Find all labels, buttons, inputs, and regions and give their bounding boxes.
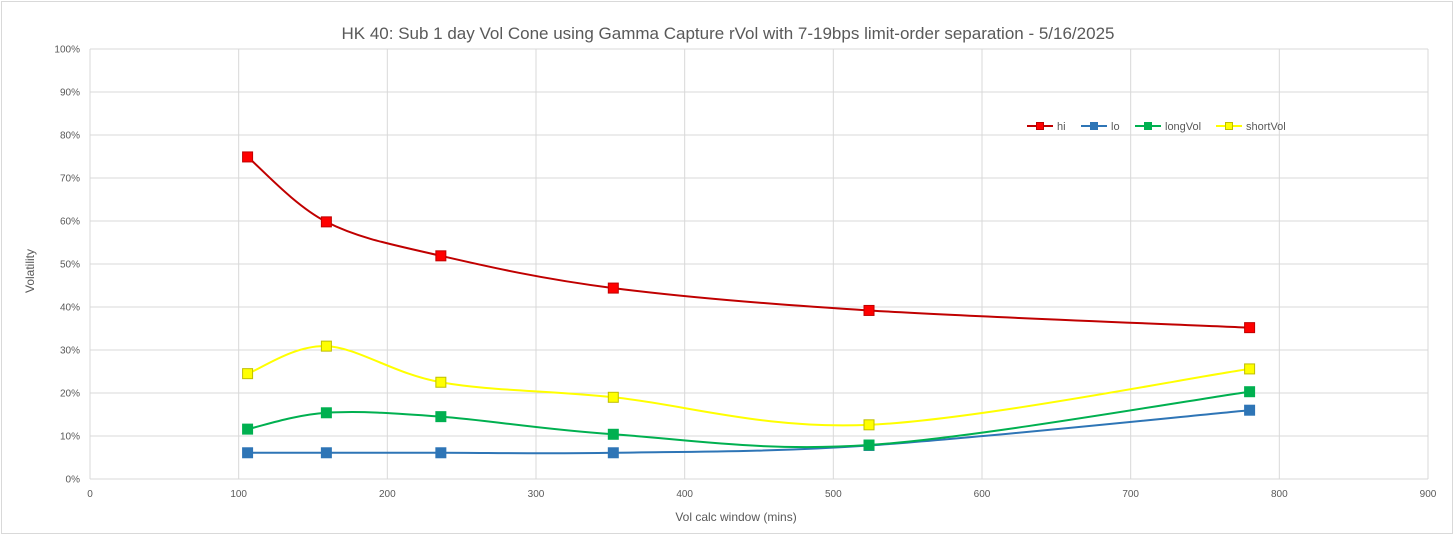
data-point-hi <box>1244 322 1256 334</box>
data-point-shortVol <box>242 368 254 380</box>
y-axis-title: Volatility <box>23 249 37 293</box>
data-point-shortVol <box>607 391 619 403</box>
x-tick-label: 900 <box>1420 489 1437 500</box>
data-point-shortVol <box>320 340 332 352</box>
legend-marker <box>1225 122 1233 130</box>
x-axis-title: Vol calc window (mins) <box>675 510 796 524</box>
series-hi <box>242 151 1256 334</box>
data-point-lo <box>320 447 332 459</box>
y-tick-label: 90% <box>60 88 80 99</box>
gridlines <box>89 48 1429 480</box>
legend-item-lo: lo <box>1081 121 1120 133</box>
data-point-longVol <box>1244 386 1256 398</box>
data-point-longVol <box>242 423 254 435</box>
y-tick-labels: 0% 10% 20% 30% 40% 50% 60% 70% 80% 90% 100% <box>54 45 80 486</box>
y-tick-label: 60% <box>60 217 80 228</box>
series-line-hi <box>246 156 1250 329</box>
y-tick-label: 40% <box>60 303 80 314</box>
data-point-lo <box>1244 404 1256 416</box>
y-tick-label: 30% <box>60 346 80 357</box>
y-tick-label: 10% <box>60 432 80 443</box>
x-tick-label: 300 <box>528 489 545 500</box>
legend-item-hi: hi <box>1027 121 1066 133</box>
data-point-shortVol <box>863 419 875 431</box>
y-tick-label: 100% <box>54 45 80 56</box>
x-tick-label: 0 <box>87 489 93 500</box>
y-tick-label: 70% <box>60 174 80 185</box>
y-tick-label: 80% <box>60 131 80 142</box>
data-point-longVol <box>320 407 332 419</box>
data-point-hi <box>435 250 447 262</box>
data-point-longVol <box>435 411 447 423</box>
legend-label: hi <box>1057 121 1066 133</box>
legend-label: shortVol <box>1246 121 1286 133</box>
data-point-lo <box>242 447 254 459</box>
legend-marker <box>1144 122 1152 130</box>
legend-marker <box>1090 122 1098 130</box>
data-point-hi <box>242 151 254 163</box>
legend-label: longVol <box>1165 121 1201 133</box>
x-tick-label: 200 <box>379 489 396 500</box>
x-tick-label: 600 <box>974 489 991 500</box>
x-tick-label: 500 <box>825 489 842 500</box>
x-tick-label: 700 <box>1122 489 1139 500</box>
series-group <box>242 151 1256 459</box>
legend-marker <box>1036 122 1044 130</box>
legend-item-shortVol: shortVol <box>1216 121 1286 133</box>
y-tick-label: 50% <box>60 260 80 271</box>
data-point-lo <box>607 447 619 459</box>
legend: hi lo longVol shortVol <box>1027 121 1286 133</box>
chart-title: HK 40: Sub 1 day Vol Cone using Gamma Ca… <box>342 24 1115 43</box>
x-tick-label: 400 <box>676 489 693 500</box>
legend-label: lo <box>1111 121 1120 133</box>
data-point-shortVol <box>435 376 447 388</box>
x-tick-label: 100 <box>230 489 247 500</box>
x-tick-labels: 0 100 200 300 400 500 600 700 800 900 <box>87 489 1437 500</box>
data-point-hi <box>863 304 875 316</box>
data-point-shortVol <box>1244 363 1256 375</box>
y-tick-label: 20% <box>60 389 80 400</box>
data-point-longVol <box>607 428 619 440</box>
data-point-hi <box>607 282 619 294</box>
series-shortVol <box>242 340 1256 431</box>
data-point-longVol <box>863 439 875 451</box>
y-tick-label: 0% <box>66 475 81 486</box>
series-line-lo <box>247 409 1250 455</box>
series-longVol <box>242 386 1256 451</box>
x-tick-label: 800 <box>1271 489 1288 500</box>
data-point-hi <box>320 216 332 228</box>
data-point-lo <box>435 447 447 459</box>
legend-item-longVol: longVol <box>1135 121 1201 133</box>
